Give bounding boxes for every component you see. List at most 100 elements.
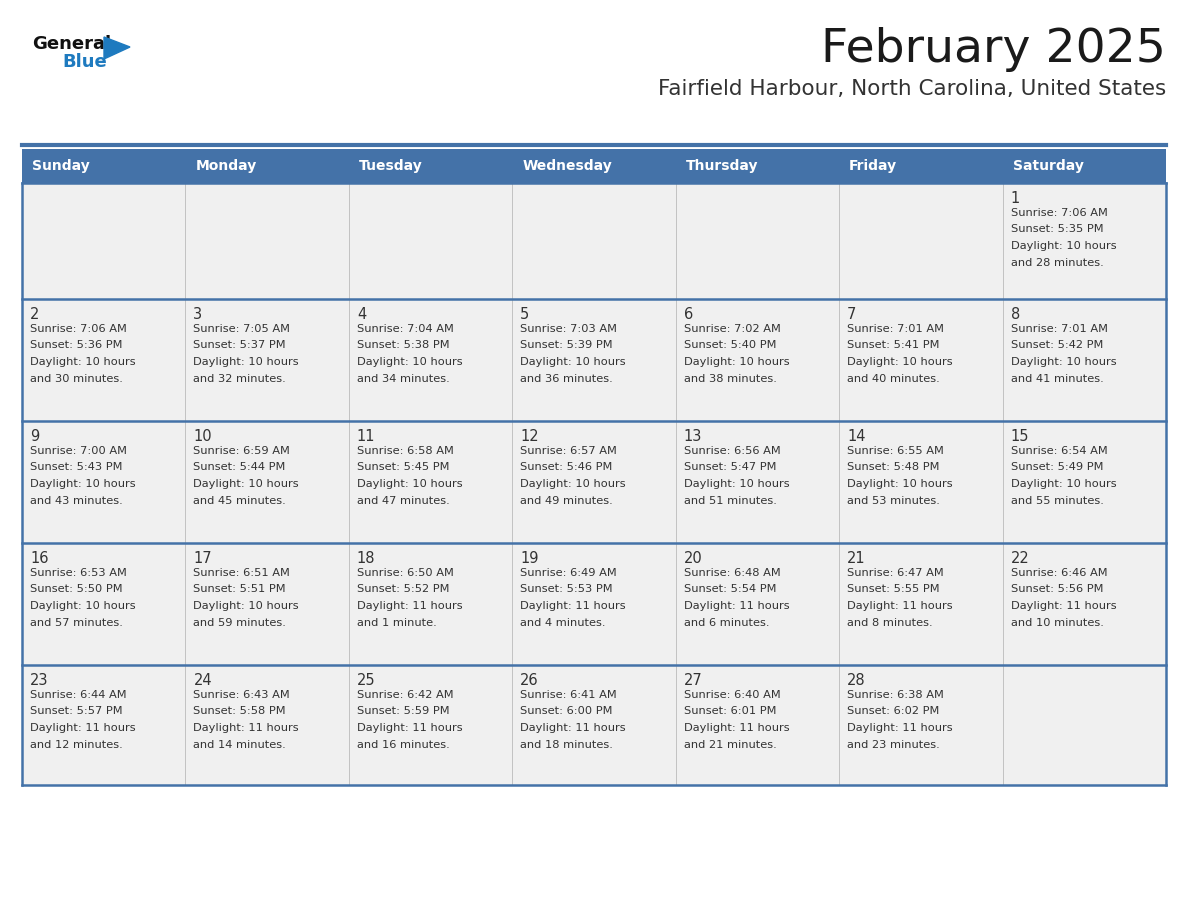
- Text: Daylight: 10 hours: Daylight: 10 hours: [194, 601, 299, 611]
- Text: and 55 minutes.: and 55 minutes.: [1011, 496, 1104, 506]
- Polygon shape: [105, 37, 129, 59]
- Text: Sunset: 5:36 PM: Sunset: 5:36 PM: [30, 341, 122, 351]
- Text: Sunrise: 6:44 AM: Sunrise: 6:44 AM: [30, 690, 127, 700]
- Text: Thursday: Thursday: [685, 159, 758, 173]
- Text: and 53 minutes.: and 53 minutes.: [847, 496, 940, 506]
- Text: Sunset: 5:40 PM: Sunset: 5:40 PM: [684, 341, 776, 351]
- Text: and 18 minutes.: and 18 minutes.: [520, 740, 613, 749]
- Text: Sunset: 5:41 PM: Sunset: 5:41 PM: [847, 341, 940, 351]
- Text: Sunset: 5:59 PM: Sunset: 5:59 PM: [356, 707, 449, 717]
- Bar: [839, 299, 1003, 421]
- Bar: [839, 421, 1003, 543]
- Text: Daylight: 11 hours: Daylight: 11 hours: [194, 723, 299, 733]
- Text: Blue: Blue: [62, 53, 107, 71]
- Text: Sunrise: 7:01 AM: Sunrise: 7:01 AM: [1011, 324, 1107, 334]
- Text: Sunrise: 6:47 AM: Sunrise: 6:47 AM: [847, 568, 944, 578]
- Text: 5: 5: [520, 307, 530, 322]
- Text: 2: 2: [30, 307, 39, 322]
- Text: 22: 22: [1011, 551, 1029, 566]
- Text: Sunrise: 6:57 AM: Sunrise: 6:57 AM: [520, 446, 617, 456]
- Text: Sunset: 5:55 PM: Sunset: 5:55 PM: [847, 585, 940, 595]
- Bar: [23, 543, 185, 665]
- Bar: [185, 421, 349, 543]
- Text: Sunset: 5:50 PM: Sunset: 5:50 PM: [30, 585, 122, 595]
- Text: 20: 20: [684, 551, 702, 566]
- Bar: [185, 665, 349, 785]
- Bar: [185, 299, 349, 421]
- Text: Sunset: 5:42 PM: Sunset: 5:42 PM: [1011, 341, 1102, 351]
- Text: 24: 24: [194, 673, 211, 688]
- Text: Daylight: 10 hours: Daylight: 10 hours: [684, 479, 789, 489]
- Text: Sunrise: 7:00 AM: Sunrise: 7:00 AM: [30, 446, 127, 456]
- Text: 6: 6: [684, 307, 693, 322]
- Text: 23: 23: [30, 673, 49, 688]
- Text: February 2025: February 2025: [821, 27, 1165, 72]
- Text: 11: 11: [356, 429, 375, 444]
- Text: Sunset: 5:38 PM: Sunset: 5:38 PM: [356, 341, 449, 351]
- Bar: [512, 421, 676, 543]
- Text: Sunset: 5:43 PM: Sunset: 5:43 PM: [30, 463, 122, 473]
- Text: Sunrise: 7:02 AM: Sunrise: 7:02 AM: [684, 324, 781, 334]
- Text: 16: 16: [30, 551, 49, 566]
- Text: and 32 minutes.: and 32 minutes.: [194, 374, 286, 384]
- Text: Sunrise: 7:06 AM: Sunrise: 7:06 AM: [1011, 208, 1107, 218]
- Bar: [512, 665, 676, 785]
- Text: Sunset: 6:02 PM: Sunset: 6:02 PM: [847, 707, 940, 717]
- Bar: [1003, 421, 1165, 543]
- Text: Sunrise: 6:54 AM: Sunrise: 6:54 AM: [1011, 446, 1107, 456]
- Bar: [349, 299, 512, 421]
- Bar: [839, 665, 1003, 785]
- Text: Sunrise: 6:48 AM: Sunrise: 6:48 AM: [684, 568, 781, 578]
- Text: 25: 25: [356, 673, 375, 688]
- Text: and 36 minutes.: and 36 minutes.: [520, 374, 613, 384]
- Text: Wednesday: Wednesday: [523, 159, 612, 173]
- Text: Sunrise: 7:01 AM: Sunrise: 7:01 AM: [847, 324, 944, 334]
- Text: Daylight: 10 hours: Daylight: 10 hours: [30, 357, 135, 367]
- Bar: [676, 665, 839, 785]
- Text: Sunrise: 6:56 AM: Sunrise: 6:56 AM: [684, 446, 781, 456]
- Text: Daylight: 10 hours: Daylight: 10 hours: [30, 601, 135, 611]
- Text: Daylight: 10 hours: Daylight: 10 hours: [520, 357, 626, 367]
- Text: Sunset: 6:00 PM: Sunset: 6:00 PM: [520, 707, 613, 717]
- Text: Tuesday: Tuesday: [359, 159, 423, 173]
- Text: Sunrise: 6:51 AM: Sunrise: 6:51 AM: [194, 568, 290, 578]
- Text: 14: 14: [847, 429, 866, 444]
- Text: Daylight: 11 hours: Daylight: 11 hours: [520, 601, 626, 611]
- Text: Sunset: 5:49 PM: Sunset: 5:49 PM: [1011, 463, 1104, 473]
- Text: Monday: Monday: [196, 159, 257, 173]
- Text: Daylight: 10 hours: Daylight: 10 hours: [520, 479, 626, 489]
- Text: Daylight: 11 hours: Daylight: 11 hours: [847, 601, 953, 611]
- Bar: [185, 183, 349, 299]
- Text: Sunset: 5:35 PM: Sunset: 5:35 PM: [1011, 225, 1104, 234]
- Text: Sunrise: 6:53 AM: Sunrise: 6:53 AM: [30, 568, 127, 578]
- Bar: [349, 421, 512, 543]
- Bar: [1003, 183, 1165, 299]
- Text: Sunrise: 6:49 AM: Sunrise: 6:49 AM: [520, 568, 617, 578]
- Text: and 23 minutes.: and 23 minutes.: [847, 740, 940, 749]
- Text: Sunset: 5:39 PM: Sunset: 5:39 PM: [520, 341, 613, 351]
- Text: and 21 minutes.: and 21 minutes.: [684, 740, 777, 749]
- Text: Sunrise: 6:38 AM: Sunrise: 6:38 AM: [847, 690, 944, 700]
- Text: Friday: Friday: [849, 159, 897, 173]
- Text: Sunset: 5:45 PM: Sunset: 5:45 PM: [356, 463, 449, 473]
- Text: Daylight: 10 hours: Daylight: 10 hours: [356, 479, 462, 489]
- Text: 10: 10: [194, 429, 211, 444]
- Bar: [349, 665, 512, 785]
- Text: Sunset: 5:58 PM: Sunset: 5:58 PM: [194, 707, 286, 717]
- Bar: [23, 149, 1165, 183]
- Text: 15: 15: [1011, 429, 1029, 444]
- Text: 17: 17: [194, 551, 211, 566]
- Text: 1: 1: [1011, 191, 1019, 206]
- Text: Sunrise: 7:06 AM: Sunrise: 7:06 AM: [30, 324, 127, 334]
- Bar: [512, 543, 676, 665]
- Text: and 34 minutes.: and 34 minutes.: [356, 374, 449, 384]
- Text: 19: 19: [520, 551, 539, 566]
- Text: and 14 minutes.: and 14 minutes.: [194, 740, 286, 749]
- Text: Sunrise: 6:58 AM: Sunrise: 6:58 AM: [356, 446, 454, 456]
- Text: Daylight: 11 hours: Daylight: 11 hours: [684, 601, 789, 611]
- Text: Sunset: 5:53 PM: Sunset: 5:53 PM: [520, 585, 613, 595]
- Text: Sunrise: 6:40 AM: Sunrise: 6:40 AM: [684, 690, 781, 700]
- Text: Daylight: 11 hours: Daylight: 11 hours: [356, 601, 462, 611]
- Text: 27: 27: [684, 673, 702, 688]
- Text: Sunrise: 6:41 AM: Sunrise: 6:41 AM: [520, 690, 617, 700]
